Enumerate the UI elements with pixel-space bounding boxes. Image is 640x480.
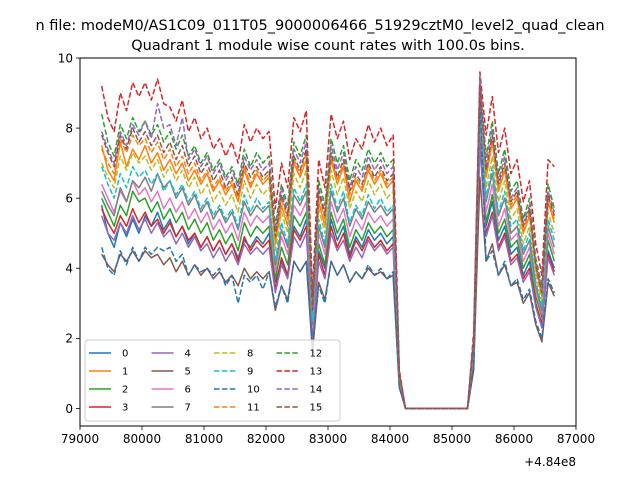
x-tick-label: 85000	[433, 432, 471, 446]
y-tick-label: 4	[65, 262, 73, 276]
series-line-9	[100, 106, 556, 410]
y-tick-label: 0	[65, 402, 73, 416]
x-tick-label: 81000	[185, 432, 223, 446]
legend-label-8: 8	[247, 349, 253, 360]
legend-label-13: 13	[310, 367, 323, 378]
y-tick-label: 10	[58, 51, 73, 65]
plot-area	[100, 71, 556, 410]
legend-label-15: 15	[310, 403, 323, 414]
series-line-15	[100, 85, 556, 410]
legend-label-3: 3	[122, 403, 128, 414]
legend-label-10: 10	[247, 385, 260, 396]
legend-label-0: 0	[122, 349, 128, 360]
series-line-13	[100, 71, 555, 410]
series-line-11	[101, 81, 556, 410]
x-tick-label: 87000	[557, 432, 595, 446]
figure-suptitle: n file: modeM0/AS1C09_011T05_9000006466_…	[35, 18, 604, 34]
legend-label-9: 9	[247, 367, 253, 378]
y-tick-label: 8	[65, 121, 73, 135]
legend-label-12: 12	[310, 349, 323, 360]
legend-label-11: 11	[247, 403, 260, 414]
legend-label-6: 6	[185, 385, 191, 396]
x-axis-offset-label: +4.84e8	[524, 455, 576, 469]
x-tick-label: 86000	[495, 432, 533, 446]
series-line-5	[101, 176, 555, 410]
legend-label-4: 4	[185, 349, 191, 360]
x-tick-label: 79000	[61, 432, 99, 446]
y-tick-label: 6	[65, 191, 73, 205]
legend-label-2: 2	[122, 385, 128, 396]
x-tick-label: 80000	[123, 432, 161, 446]
legend-label-1: 1	[122, 367, 128, 378]
x-tick-label: 82000	[247, 432, 285, 446]
x-tick-label: 84000	[371, 432, 409, 446]
x-tick-label: 83000	[309, 432, 347, 446]
legend-label-14: 14	[310, 385, 323, 396]
y-tick-label: 2	[65, 332, 73, 346]
legend-label-5: 5	[185, 367, 191, 378]
legend-frame	[84, 339, 341, 422]
y-axis: 0 2 4 6 8 10	[58, 51, 80, 416]
legend-label-7: 7	[185, 403, 191, 414]
x-axis: 79000 80000 81000 82000 83000 84000 85000 86000…	[61, 426, 595, 446]
chart-title: Quadrant 1 module wise count rates with …	[131, 38, 525, 54]
